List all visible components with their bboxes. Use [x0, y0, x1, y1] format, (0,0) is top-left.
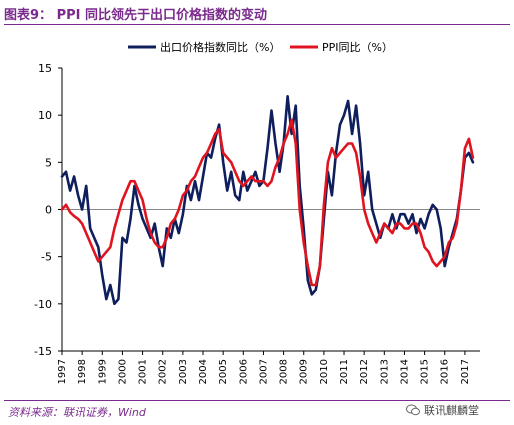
x-tick-label: 2010 — [319, 359, 330, 384]
x-tick-label: 2006 — [238, 359, 249, 384]
x-tick-label: 2000 — [117, 359, 128, 384]
x-tick-label: 2003 — [178, 359, 189, 384]
x-tick-label: 2014 — [399, 359, 410, 384]
x-tick-label: 1997 — [57, 359, 68, 384]
series-line-export-price — [60, 95, 475, 306]
x-tick-label: 2005 — [218, 359, 229, 384]
y-tick-label: 10 — [38, 109, 52, 122]
source-note: 资料来源：联讯证券，Wind — [8, 406, 146, 419]
x-tick-label: 2008 — [279, 359, 290, 384]
footer-divider — [4, 400, 510, 401]
x-tick-label: 2013 — [379, 359, 390, 384]
y-axis: -15 -10 -5 0 5 10 15 — [34, 62, 63, 358]
x-tick-label: 1999 — [97, 359, 108, 384]
x-tick-label: 2004 — [198, 359, 209, 384]
x-tick-label: 2016 — [440, 359, 451, 384]
wechat-icon — [406, 404, 420, 416]
y-tick-label: -15 — [34, 345, 52, 358]
x-tick-label: 2011 — [339, 359, 350, 384]
y-tick-label: 5 — [45, 156, 52, 169]
x-tick-label: 2009 — [299, 359, 310, 384]
x-tick-label: 2002 — [158, 359, 169, 384]
y-tick-label: -5 — [41, 251, 52, 264]
y-tick-label: 0 — [45, 204, 52, 217]
x-tick-label: 2012 — [359, 359, 370, 384]
y-tick-label: -10 — [34, 298, 52, 311]
figure-title: 图表9： PPI 同比领先于出口价格指数的变动 — [4, 8, 267, 23]
title-divider — [4, 24, 510, 25]
x-tick-label: 2015 — [420, 359, 431, 384]
x-tick-label: 2001 — [138, 359, 149, 384]
watermark-text: 联讯麒麟堂 — [424, 404, 479, 417]
legend-label: PPI同比（%） — [322, 41, 393, 54]
x-tick-label: 2017 — [460, 359, 471, 384]
watermark: 联讯麒麟堂 — [406, 402, 479, 418]
legend-label: 出口价格指数同比（%） — [160, 40, 280, 54]
y-tick-label: 15 — [38, 62, 52, 75]
x-tick-label: 1998 — [77, 359, 88, 384]
x-tick-label: 2007 — [258, 359, 269, 384]
series-line-ppi — [60, 118, 475, 287]
chart-series — [60, 95, 475, 306]
x-axis: 1997 1998 1999 2000 2001 2002 2003 2004 2005 2006… — [57, 209, 480, 384]
chart-legend: 出口价格指数同比（%） PPI同比（%） — [128, 40, 393, 54]
